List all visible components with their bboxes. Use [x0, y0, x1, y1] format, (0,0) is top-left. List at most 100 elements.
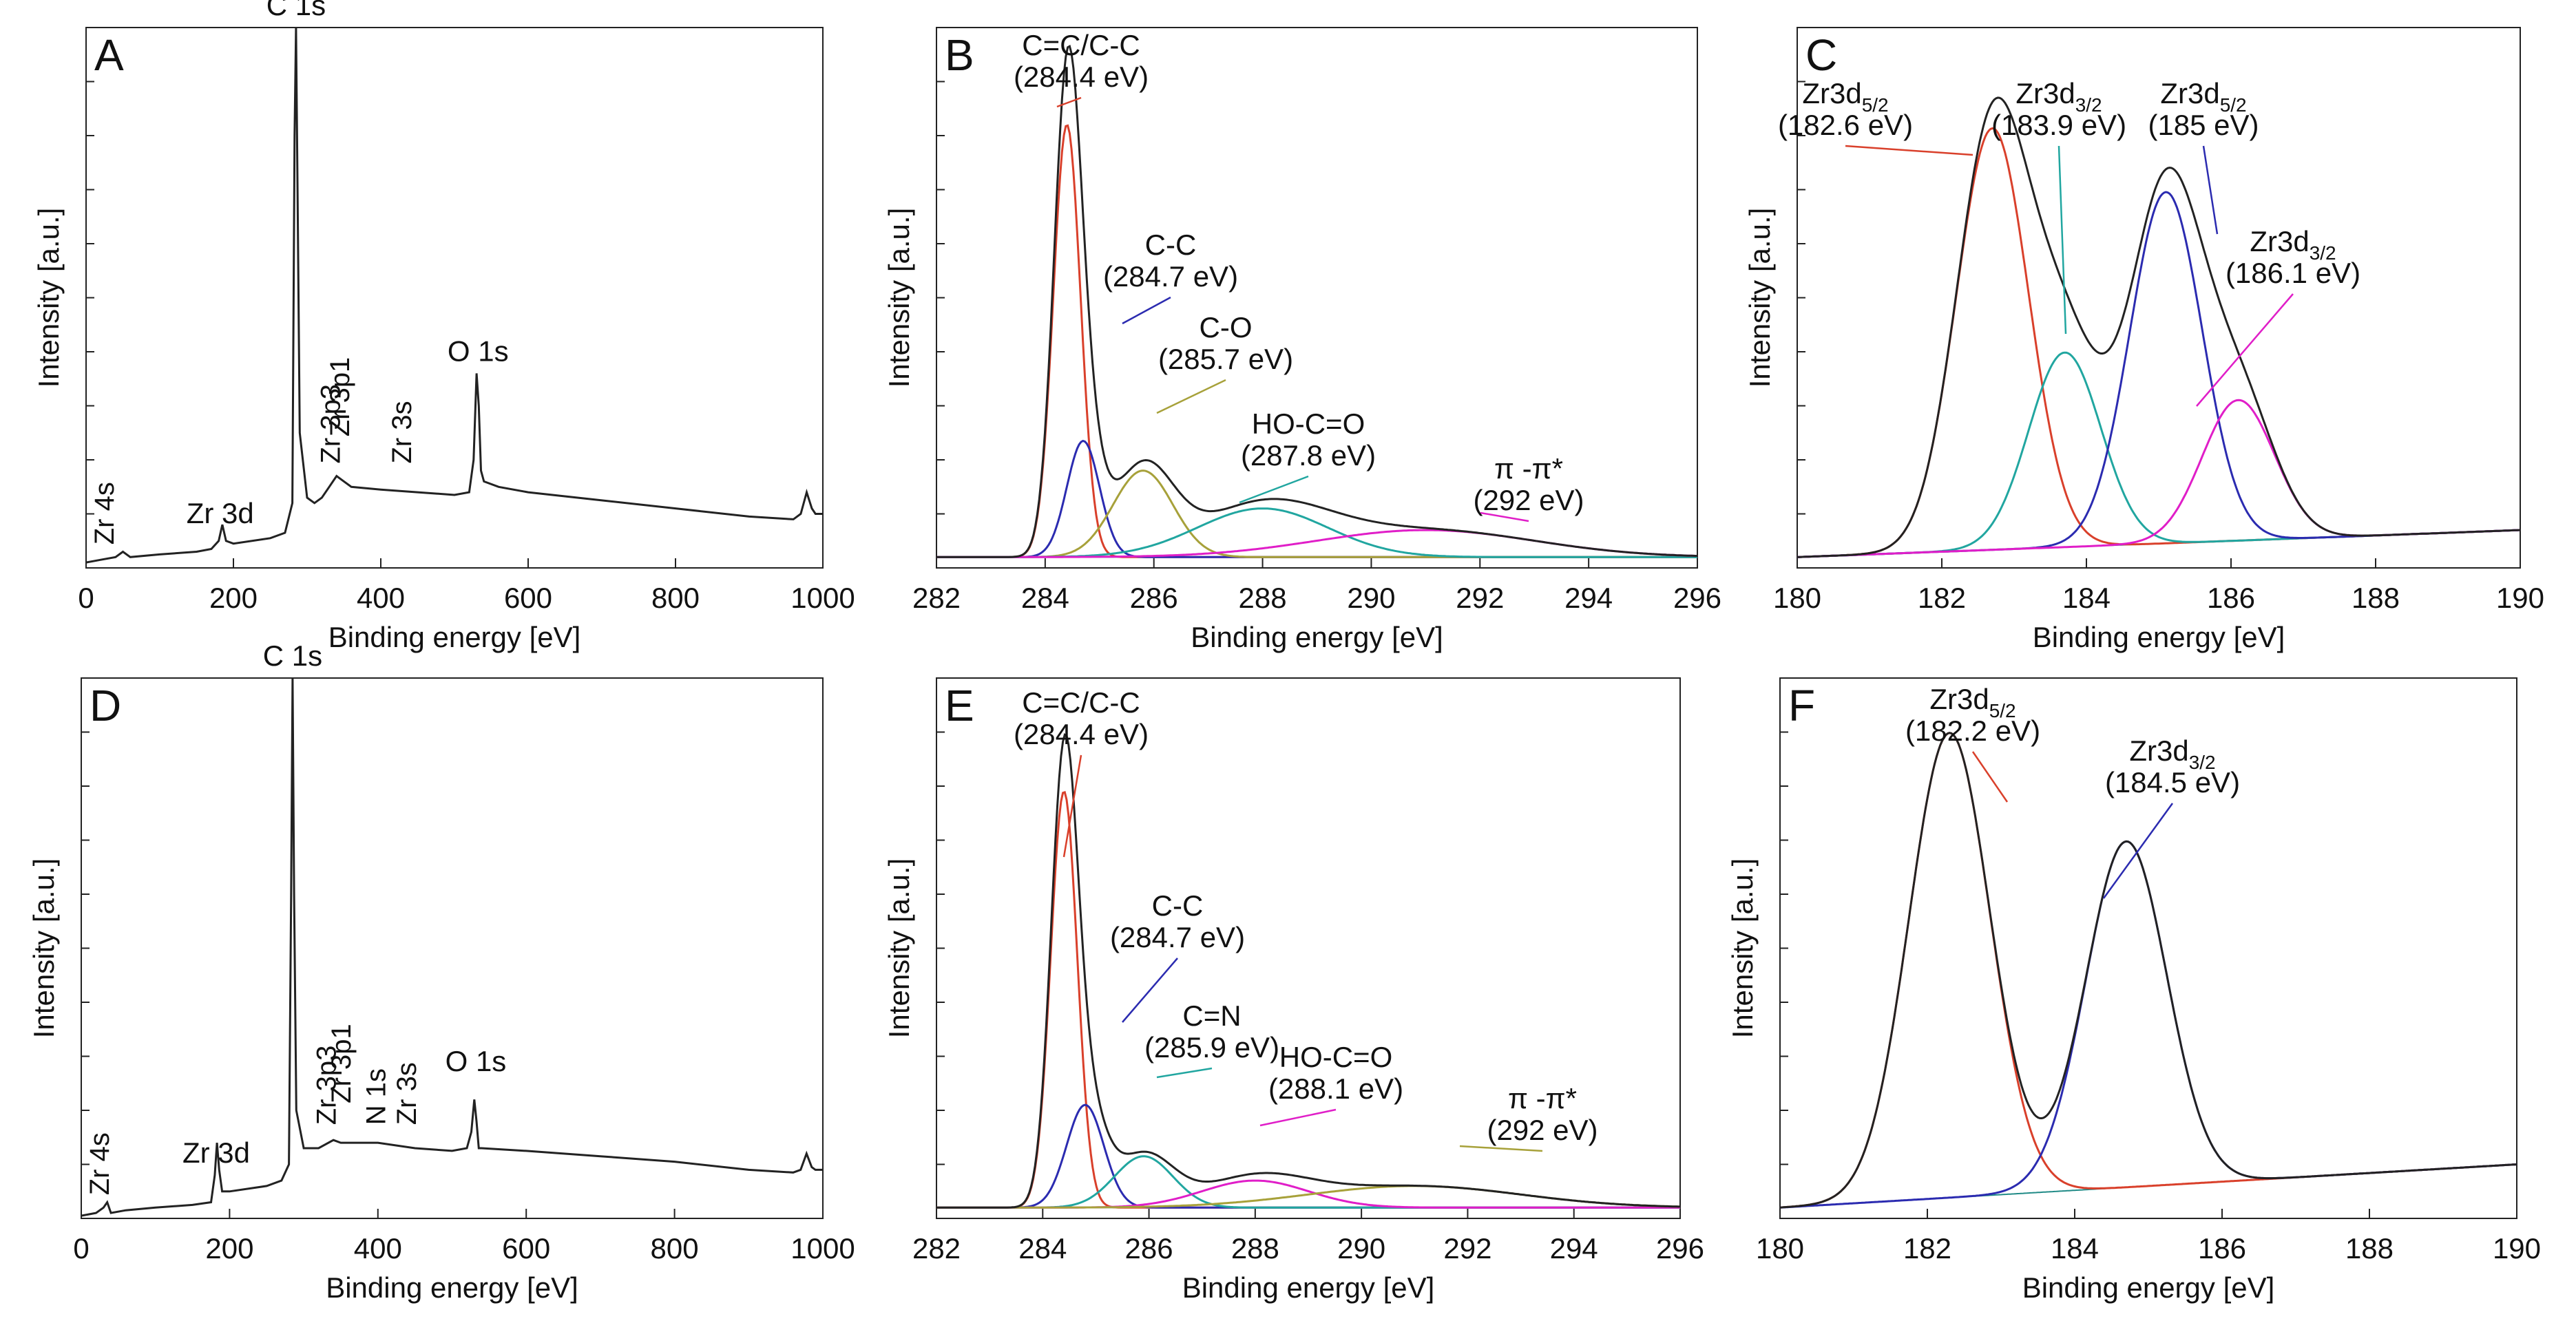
y-axis-label: Intensity [a.u.]: [883, 208, 915, 388]
peak-value: (183.9 eV): [1991, 109, 2126, 141]
leader-line: [1480, 511, 1529, 522]
panel-f: 180 182 184 186 188 190 Binding energy [eV] Int…: [1726, 677, 2541, 1304]
peak-label: HO-C=O: [1279, 1041, 1393, 1073]
leader-line: [1845, 145, 1973, 156]
peak-value: (288.1 eV): [1268, 1072, 1403, 1105]
peak-value: (186.1 eV): [2226, 257, 2360, 289]
x-tick-label: 286: [1125, 1232, 1173, 1265]
envelope-line: [1779, 732, 2517, 1209]
leader-line: [2057, 145, 2067, 335]
x-tick-label: 180: [1756, 1232, 1804, 1265]
peak-label-main: π -π*: [1494, 452, 1563, 485]
peak-annotation: O 1s: [448, 335, 509, 367]
peak-annotation: C 1s: [266, 0, 326, 21]
peak-value: (284.7 eV): [1103, 260, 1238, 293]
peak-label: Zr3d5/2: [1802, 77, 1888, 116]
component-peak: [1797, 191, 2521, 558]
x-tick-label: 800: [651, 1232, 699, 1265]
panel-letter: C: [1805, 30, 1837, 80]
y-axis-label: Intensity [a.u.]: [883, 858, 915, 1038]
peak-annotation: Zr 3p3: [315, 384, 346, 464]
leader-line: [1239, 475, 1309, 504]
peak-label: C-O: [1200, 311, 1253, 343]
x-tick-label: 186: [2198, 1232, 2246, 1265]
peak-label: Zr3d3/2: [2129, 734, 2215, 773]
x-tick-label: 800: [651, 582, 700, 614]
peak-annotation: Zr 3d: [187, 497, 254, 529]
peak-annotation: Zr 3s: [392, 1062, 422, 1125]
x-tick-label: 200: [205, 1232, 253, 1265]
peak-label: C-C: [1152, 889, 1204, 922]
x-axis-label: Binding energy [eV]: [328, 621, 581, 653]
x-tick-label: 182: [1903, 1232, 1951, 1265]
peak-label-main: HO-C=O: [1279, 1041, 1393, 1073]
plot-frame: [85, 27, 824, 569]
peak-value: (287.8 eV): [1241, 439, 1376, 472]
leader-line: [1259, 1108, 1337, 1127]
x-tick-label: 200: [209, 582, 258, 614]
x-tick-label: 600: [504, 582, 552, 614]
component-peak: [1797, 351, 2521, 558]
peak-label-sub: 5/2: [2220, 94, 2247, 116]
peak-annotation: Zr 3d: [182, 1136, 250, 1169]
panel-c: 180 182 184 186 188 190 Binding energy [eV] Int…: [1743, 27, 2544, 653]
x-tick-label: 182: [1918, 582, 1966, 614]
leader-line: [1062, 754, 1082, 858]
peak-label: Zr3d3/2: [2250, 225, 2336, 264]
leader-line: [1156, 1067, 1213, 1079]
x-tick-label: 1000: [790, 1232, 855, 1265]
series-line: [85, 27, 823, 564]
x-tick-label: 294: [1564, 582, 1613, 614]
peak-annotation: Zr 4s: [85, 1132, 115, 1195]
peak-label: π -π*: [1494, 452, 1563, 485]
component-peak: [936, 529, 1698, 558]
peak-label-main: Zr3d: [2250, 225, 2309, 257]
x-tick-label: 0: [73, 1232, 89, 1265]
x-axis-label: Binding energy [eV]: [326, 1271, 578, 1304]
x-axis-label: Binding energy [eV]: [2033, 621, 2285, 653]
y-axis-label: Intensity [a.u.]: [1743, 208, 1776, 388]
x-tick-label: 188: [2352, 582, 2400, 614]
x-tick-label: 282: [912, 582, 961, 614]
leader-line: [2196, 293, 2294, 407]
panel-a: 0 200 400 600 800 1000 Binding energy [eV] Inte…: [32, 0, 855, 653]
x-tick-label: 296: [1656, 1232, 1704, 1265]
peak-annotation: Zr 4s: [90, 482, 120, 544]
envelope-line: [936, 733, 1680, 1209]
peak-label-main: C=N: [1182, 1000, 1241, 1032]
peak-label-main: C=C/C-C: [1022, 29, 1140, 61]
x-tick-label: 190: [2493, 1232, 2541, 1265]
panel-e: 282 284 286 288 290 292 294 296 Binding energy […: [883, 677, 1704, 1304]
x-axis-label: Binding energy [eV]: [2022, 1271, 2275, 1304]
component-peak: [1779, 732, 2517, 1209]
peak-label-sub: 5/2: [1989, 700, 2016, 721]
peak-value: (285.9 eV): [1144, 1031, 1279, 1064]
leader-line: [2102, 803, 2174, 899]
peak-value: (284.4 eV): [1014, 61, 1149, 93]
peak-label: C=C/C-C: [1022, 29, 1140, 61]
x-tick-label: 290: [1337, 1232, 1385, 1265]
x-tick-label: 282: [912, 1232, 961, 1265]
x-tick-label: 284: [1021, 582, 1069, 614]
panel-d: 0 200 400 600 800 1000 Binding energy [eV] Inte…: [28, 639, 855, 1304]
peak-annotation: O 1s: [446, 1045, 507, 1077]
peak-label-main: C-O: [1200, 311, 1253, 343]
peak-label-sub: 3/2: [2310, 242, 2336, 264]
peak-value: (184.5 eV): [2105, 766, 2240, 799]
y-axis-label: Intensity [a.u.]: [1726, 858, 1759, 1038]
x-tick-label: 184: [2062, 582, 2111, 614]
peak-label-main: C-C: [1145, 229, 1197, 261]
x-tick-label: 294: [1550, 1232, 1598, 1265]
peak-label-main: C=C/C-C: [1022, 686, 1140, 719]
peak-annotation: N 1s: [362, 1068, 392, 1125]
x-tick-label: 0: [78, 582, 94, 614]
envelope-line: [1797, 96, 2521, 558]
peak-label: Zr3d3/2: [2015, 77, 2102, 116]
peak-annotation: Zr 3p1: [326, 1024, 357, 1103]
component-peak: [936, 1185, 1680, 1209]
peak-label: HO-C=O: [1252, 408, 1365, 440]
x-tick-label: 288: [1239, 582, 1287, 614]
x-tick-label: 190: [2496, 582, 2544, 614]
x-tick-label: 292: [1443, 1232, 1491, 1265]
